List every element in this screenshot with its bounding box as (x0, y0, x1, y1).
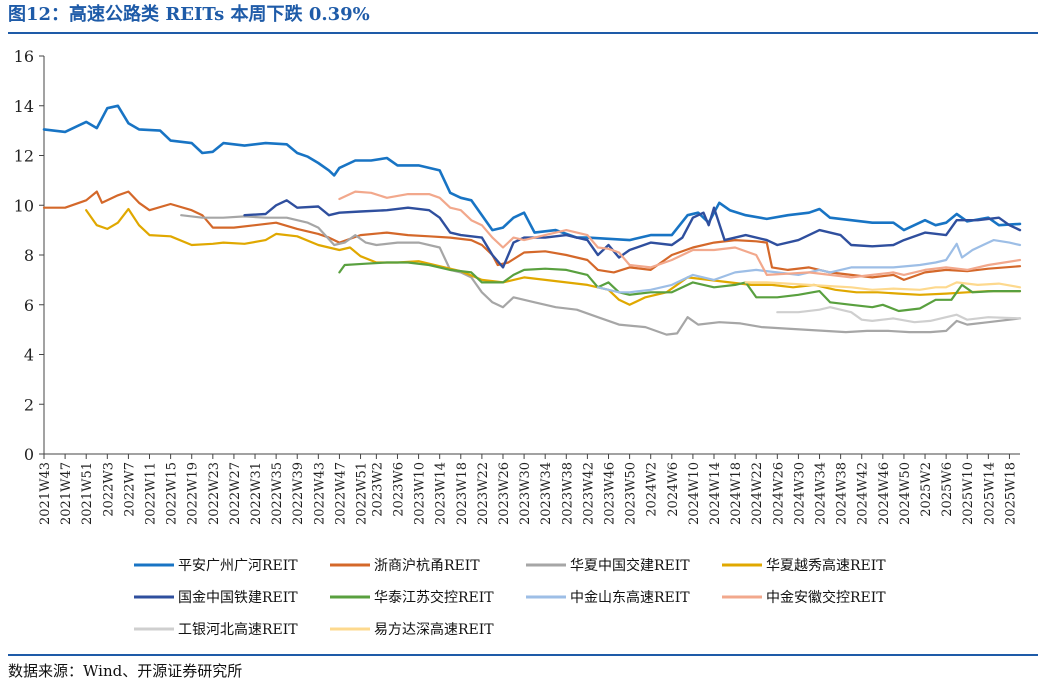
x-tick-label: 2021W43 (38, 462, 53, 525)
y-tick-label: 4 (24, 346, 34, 365)
series-line (243, 199, 1022, 269)
y-tick-label: 0 (24, 445, 34, 464)
legend-label: 华夏越秀高速REIT (766, 557, 886, 574)
x-tick-label: 2021W51 (80, 462, 95, 525)
legend-label: 工银河北高速REIT (178, 621, 298, 638)
x-tick-label: 2024W42 (856, 462, 871, 525)
x-tick-label: 2023W46 (602, 462, 617, 525)
x-tick-label: 2025W10 (961, 462, 976, 525)
x-tick-label: 2022W35 (270, 462, 285, 525)
legend-label: 华夏中国交建REIT (570, 557, 690, 574)
legend-label: 易方达深高速REIT (374, 621, 494, 638)
axes: 0 2 4 6 8 10 12 14 16 2021W43 2021W47 2021W51 2022W3… (14, 47, 1020, 525)
x-tick-label: 2024W6 (666, 462, 681, 517)
series-line (338, 261, 1022, 313)
x-tick-label: 2023W18 (455, 462, 470, 525)
series-line (596, 239, 1022, 294)
x-tick-label: 2022W19 (186, 462, 201, 525)
series-line (42, 104, 1022, 242)
legend: 平安广州广河REIT 浙商沪杭甬REIT 华夏中国交建REIT 华夏越秀高速REIT 国… (134, 557, 886, 638)
x-tick-label: 2024W22 (750, 462, 765, 525)
x-tick-label: 2023W6 (391, 462, 406, 517)
x-tick-label: 2024W30 (792, 462, 807, 525)
x-tick-label: 2024W10 (687, 462, 702, 525)
x-tick-label: 2023W2 (370, 462, 385, 517)
x-tick-label: 2023W50 (624, 462, 639, 525)
data-source-note: 数据来源：Wind、开源证券研究所 (8, 662, 243, 680)
y-tick-label: 14 (14, 97, 34, 116)
series-line (776, 306, 1022, 324)
y-tick-label: 12 (14, 147, 34, 166)
x-tick-label: 2022W39 (291, 462, 306, 525)
x-tick-label: 2024W18 (729, 462, 744, 525)
x-tick-label: 2022W11 (144, 462, 159, 525)
x-tick-label: 2024W34 (814, 462, 829, 525)
x-tick-label: 2025W14 (982, 462, 997, 525)
series-line (744, 281, 1022, 291)
x-tick-label: 2022W31 (249, 462, 264, 525)
x-tick-label: 2022W51 (355, 462, 370, 525)
x-tick-label: 2024W2 (645, 462, 660, 517)
x-tick-label: 2023W38 (560, 462, 575, 525)
x-tick-label: 2023W26 (497, 462, 512, 525)
series-line (338, 190, 1022, 279)
legend-label: 中金山东高速REIT (570, 589, 690, 606)
y-tick-label: 10 (14, 196, 34, 215)
x-tick-label: 2023W10 (413, 462, 428, 525)
x-tick-label: 2024W46 (877, 462, 892, 525)
series-line (180, 214, 1022, 336)
x-tick-label: 2021W47 (59, 462, 74, 525)
x-tick-label: 2022W27 (228, 462, 243, 525)
legend-label: 中金安徽交控REIT (766, 589, 886, 606)
y-tick-label: 16 (14, 47, 34, 66)
x-tick-label: 2022W23 (207, 462, 222, 525)
x-tick-label: 2022W47 (333, 462, 348, 525)
legend-label: 华泰江苏交控REIT (374, 589, 494, 606)
x-tick-label: 2024W38 (835, 462, 850, 525)
title-divider (8, 32, 1038, 34)
x-tick-label: 2023W30 (518, 462, 533, 525)
legend-label: 平安广州广河REIT (178, 558, 298, 574)
x-tick-label: 2023W14 (434, 462, 449, 525)
x-tick-label: 2023W42 (581, 462, 596, 525)
x-tick-label: 2025W6 (940, 462, 955, 517)
x-tick-label: 2023W34 (539, 462, 554, 525)
legend-label: 国金中国铁建REIT (178, 590, 298, 606)
figure-title: 图12：高速公路类 REITs 本周下跌 0.39% (8, 4, 370, 25)
x-tick-label: 2024W26 (771, 462, 786, 525)
y-tick-label: 6 (24, 296, 34, 315)
y-tick-label: 2 (24, 395, 34, 414)
x-tick-label: 2022W15 (165, 462, 180, 525)
x-tick-label: 2024W50 (898, 462, 913, 525)
x-tick-label: 2025W18 (1003, 462, 1018, 525)
legend-label: 浙商沪杭甬REIT (374, 558, 480, 574)
x-tick-label: 2022W43 (312, 462, 327, 525)
x-tick-label: 2022W7 (122, 462, 137, 517)
series-lines (42, 104, 1022, 336)
footer-divider (8, 654, 1038, 656)
x-tick-label: 2024W14 (708, 462, 723, 525)
x-tick-label: 2023W22 (476, 462, 491, 525)
x-tick-label: 2022W3 (101, 462, 116, 517)
x-tick-label: 2025W2 (919, 462, 934, 517)
y-tick-label: 8 (24, 246, 34, 265)
